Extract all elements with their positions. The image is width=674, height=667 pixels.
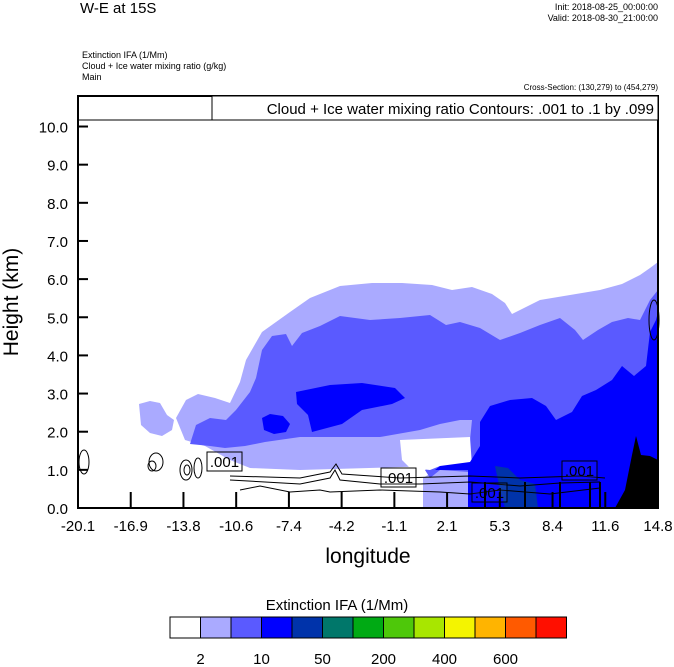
- y-tick-label: 9.0: [47, 158, 68, 175]
- field-label-extinction: Extinction IFA (1/Mm): [82, 50, 168, 60]
- x-tick-label: -4.2: [329, 518, 355, 535]
- contour-label: .001: [565, 463, 594, 480]
- mixing-ratio-contour: [229, 468, 601, 487]
- y-tick-label: 5.0: [47, 310, 68, 327]
- x-tick-label: -7.4: [276, 518, 302, 535]
- mixing-ratio-contour: [183, 464, 191, 476]
- y-tick-label: 3.0: [47, 387, 68, 404]
- clear-air-pocket: [400, 437, 472, 470]
- contour-label-box: [471, 482, 508, 503]
- y-tick-label: 1.0: [47, 463, 68, 480]
- extinction-fill-level-4: [495, 466, 538, 508]
- init-time: Init: 2018-08-25_00:00:00: [554, 2, 658, 12]
- x-tick-label: 11.6: [591, 518, 619, 535]
- y-tick-label: 7.0: [47, 234, 68, 251]
- x-axis-label: longitude: [325, 545, 410, 568]
- y-tick-label: 10.0: [39, 120, 68, 137]
- mixing-ratio-contour: [193, 457, 203, 479]
- x-tick-label: 5.3: [489, 518, 510, 535]
- x-tick-label: -20.1: [61, 518, 95, 535]
- cross-section-label: Cross-Section: (130,279) to (454,279): [523, 83, 658, 92]
- x-tick-label: 2.1: [437, 518, 458, 535]
- extinction-fill-level-3: [262, 414, 290, 434]
- plot-title: W-E at 15S: [80, 0, 157, 17]
- valid-time: Valid: 2018-08-30_21:00:00: [547, 13, 658, 23]
- colorbar-swatch: [230, 616, 262, 639]
- contour-label-box: [561, 460, 598, 481]
- mixing-ratio-contour: [239, 485, 601, 495]
- y-tick-label: 0.0: [47, 501, 68, 518]
- x-tick-label: -13.8: [166, 518, 200, 535]
- y-tick-label: 8.0: [47, 196, 68, 213]
- y-tick-label: 6.0: [47, 272, 68, 289]
- x-tick-label: 14.8: [643, 518, 672, 535]
- y-tick-label: 2.0: [47, 425, 68, 442]
- mixing-ratio-contour: [229, 463, 606, 479]
- colorbar-label: 50: [314, 651, 331, 667]
- colorbar-swatch: [169, 616, 201, 639]
- colorbar-label: 400: [432, 651, 457, 667]
- colorbar-label: 10: [253, 651, 270, 667]
- extinction-fill-level-3: [435, 312, 658, 508]
- colorbar-swatch: [352, 616, 384, 639]
- field-label-domain: Main: [82, 72, 102, 82]
- extinction-fill-level-1: [139, 401, 174, 436]
- colorbar-swatch: [474, 616, 506, 639]
- colorbar-swatch: [261, 616, 293, 639]
- contour-label: .001: [384, 470, 413, 487]
- contour-label: .001: [210, 454, 239, 471]
- y-axis-label: Height (km): [0, 248, 23, 357]
- colorbar-title: Extinction IFA (1/Mm): [265, 597, 409, 614]
- colorbar-swatch: [383, 616, 415, 639]
- mixing-ratio-contour: [179, 459, 193, 481]
- x-tick-label: -16.9: [114, 518, 148, 535]
- x-tick-label: 8.4: [542, 518, 563, 535]
- contour-legend-box: [211, 95, 659, 121]
- colorbar-swatch: [535, 616, 567, 639]
- field-label-mixing-ratio: Cloud + Ice water mixing ratio (g/kg): [82, 61, 227, 71]
- colorbar-swatch: [505, 616, 537, 639]
- y-tick-label: 4.0: [47, 348, 68, 365]
- x-tick-label: -1.1: [381, 518, 407, 535]
- colorbar-swatch: [413, 616, 445, 639]
- colorbar-label: 600: [493, 651, 518, 667]
- contour-label-box: [206, 451, 243, 472]
- x-tick-label: -10.6: [219, 518, 253, 535]
- contour-label: .001: [475, 485, 504, 502]
- contour-label-box: [380, 467, 417, 488]
- terrain: [615, 436, 658, 508]
- contour-legend-text: Cloud + Ice water mixing ratio Contours:…: [267, 101, 654, 118]
- extinction-fill-level-3: [296, 383, 405, 432]
- colorbar-swatch: [322, 616, 354, 639]
- colorbar-swatch: [291, 616, 323, 639]
- mixing-ratio-contour: [147, 460, 157, 472]
- colorbar-label: 200: [371, 651, 396, 667]
- colorbar-swatch: [200, 616, 232, 639]
- colorbar-label: 2: [196, 651, 204, 667]
- colorbar-swatch: [444, 616, 476, 639]
